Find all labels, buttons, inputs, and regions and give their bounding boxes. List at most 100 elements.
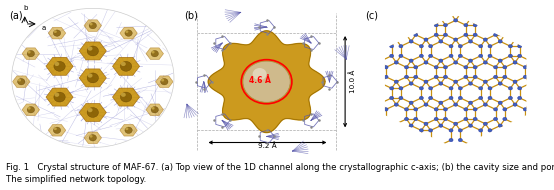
Circle shape — [424, 61, 428, 64]
Circle shape — [488, 87, 492, 90]
Circle shape — [409, 59, 413, 62]
Circle shape — [409, 82, 413, 85]
Circle shape — [53, 30, 61, 36]
Circle shape — [458, 54, 463, 58]
Circle shape — [404, 108, 408, 111]
Circle shape — [394, 122, 398, 125]
Polygon shape — [48, 124, 66, 136]
Circle shape — [151, 107, 155, 110]
Circle shape — [443, 24, 448, 27]
Circle shape — [503, 117, 507, 121]
Circle shape — [509, 44, 512, 48]
Circle shape — [517, 96, 522, 100]
Circle shape — [503, 75, 507, 79]
Circle shape — [469, 82, 473, 85]
Polygon shape — [79, 69, 106, 87]
Circle shape — [375, 66, 379, 69]
Circle shape — [419, 138, 423, 142]
Polygon shape — [48, 27, 66, 39]
Circle shape — [121, 62, 126, 66]
Circle shape — [394, 61, 398, 64]
Text: 10.0 Å: 10.0 Å — [350, 70, 356, 93]
Circle shape — [458, 96, 463, 100]
Circle shape — [28, 107, 30, 110]
Circle shape — [473, 75, 477, 79]
Circle shape — [90, 23, 93, 25]
Circle shape — [454, 19, 458, 22]
Circle shape — [54, 127, 57, 130]
Circle shape — [479, 96, 483, 100]
Circle shape — [404, 33, 408, 36]
Circle shape — [513, 103, 517, 106]
Circle shape — [449, 12, 453, 15]
Polygon shape — [22, 48, 39, 59]
Circle shape — [243, 61, 290, 102]
Polygon shape — [112, 57, 140, 75]
Circle shape — [54, 61, 65, 71]
Circle shape — [27, 51, 34, 57]
Polygon shape — [84, 20, 101, 31]
Circle shape — [414, 66, 418, 69]
Circle shape — [409, 101, 413, 105]
Circle shape — [523, 75, 527, 79]
Circle shape — [419, 54, 423, 58]
Circle shape — [399, 129, 403, 132]
Circle shape — [18, 78, 25, 85]
Circle shape — [379, 59, 383, 62]
Circle shape — [488, 129, 492, 132]
Circle shape — [419, 129, 423, 132]
Text: 4.6 Å: 4.6 Å — [249, 76, 270, 86]
Circle shape — [429, 44, 433, 48]
Circle shape — [87, 73, 99, 83]
Circle shape — [513, 80, 517, 83]
Circle shape — [18, 79, 21, 82]
Circle shape — [125, 127, 129, 130]
Circle shape — [509, 54, 512, 58]
Polygon shape — [13, 76, 30, 87]
Circle shape — [439, 82, 443, 85]
Circle shape — [389, 87, 394, 90]
Circle shape — [424, 122, 428, 125]
Circle shape — [454, 103, 458, 106]
Text: Fig. 1   Crystal structure of MAF-67. (a) Top view of the 1D channel along the c: Fig. 1 Crystal structure of MAF-67. (a) … — [6, 163, 554, 184]
Circle shape — [439, 124, 443, 127]
Circle shape — [443, 33, 448, 36]
Circle shape — [483, 38, 488, 41]
Circle shape — [494, 66, 497, 69]
Circle shape — [473, 108, 477, 111]
Circle shape — [419, 96, 423, 100]
Circle shape — [464, 117, 468, 121]
Circle shape — [483, 122, 488, 125]
Circle shape — [89, 135, 96, 141]
Circle shape — [409, 40, 413, 43]
Circle shape — [509, 129, 512, 132]
Circle shape — [434, 24, 438, 27]
Circle shape — [473, 66, 477, 69]
Circle shape — [449, 44, 453, 48]
Circle shape — [454, 38, 458, 41]
Circle shape — [434, 66, 438, 69]
Circle shape — [469, 124, 473, 127]
Polygon shape — [156, 76, 173, 87]
Circle shape — [503, 33, 507, 36]
Circle shape — [151, 51, 155, 54]
Circle shape — [494, 75, 497, 79]
Circle shape — [434, 75, 438, 79]
Circle shape — [449, 96, 453, 100]
Circle shape — [404, 75, 408, 79]
Circle shape — [424, 19, 428, 22]
Circle shape — [439, 59, 443, 62]
Polygon shape — [146, 48, 163, 59]
Circle shape — [528, 59, 532, 62]
Circle shape — [389, 54, 394, 58]
Polygon shape — [79, 104, 106, 121]
Text: a: a — [42, 25, 45, 32]
Circle shape — [479, 138, 483, 142]
Circle shape — [161, 79, 164, 82]
Circle shape — [399, 54, 403, 58]
Circle shape — [483, 61, 488, 64]
Circle shape — [429, 87, 433, 90]
Polygon shape — [22, 104, 39, 116]
Circle shape — [488, 54, 492, 58]
Circle shape — [434, 117, 438, 121]
